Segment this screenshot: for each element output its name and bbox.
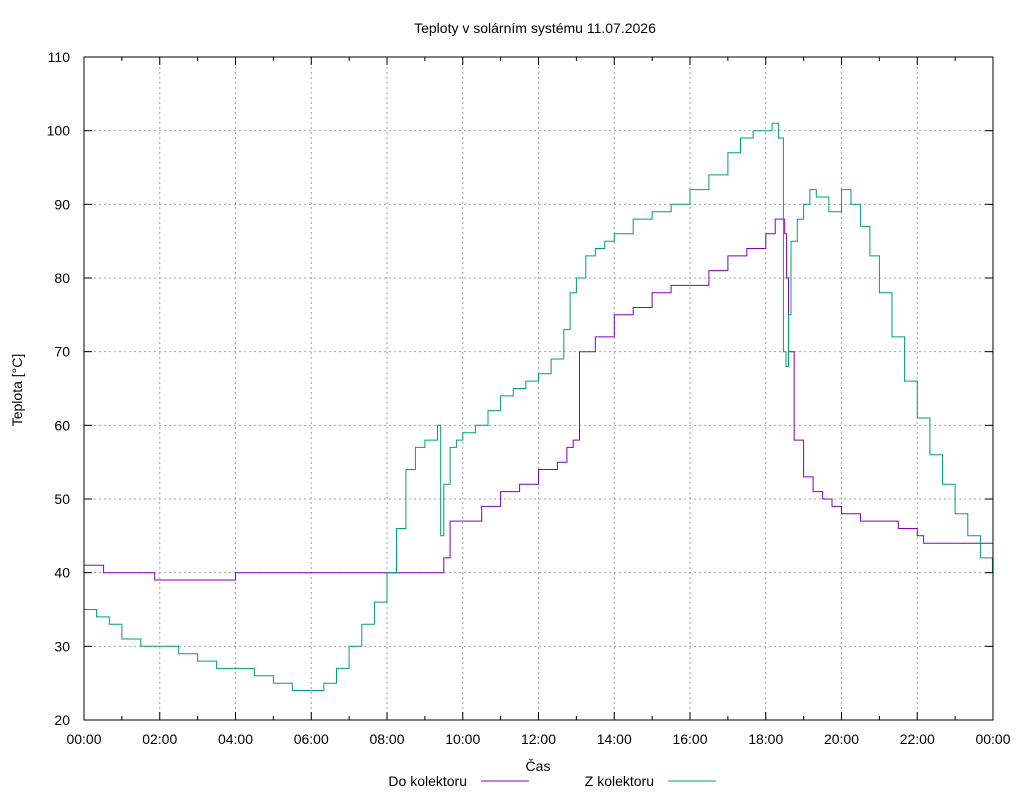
x-tick-label: 10:00 bbox=[445, 731, 480, 747]
tick-layer: 20 30 40 50 60 70 80 90 100 110 00:00 02:00 04:00 06:… bbox=[47, 49, 1011, 747]
y-tick-label: 70 bbox=[54, 344, 70, 360]
x-tick-label: 00:00 bbox=[975, 731, 1010, 747]
legend-label-do-kolektoru: Do kolektoru bbox=[388, 773, 467, 789]
y-tick-label: 30 bbox=[54, 638, 70, 654]
series-line-z-kolektoru bbox=[84, 122, 993, 691]
x-tick-label: 08:00 bbox=[369, 731, 404, 747]
x-axis-label: Čas bbox=[526, 758, 551, 774]
y-tick-label: 50 bbox=[54, 491, 70, 507]
x-tick-label: 16:00 bbox=[672, 731, 707, 747]
x-tick-label: 00:00 bbox=[66, 731, 101, 747]
x-tick-label: 22:00 bbox=[900, 731, 935, 747]
x-tick-label: 04:00 bbox=[218, 731, 253, 747]
legend-label-z-kolektoru: Z kolektoru bbox=[585, 773, 654, 789]
legend: Do kolektoru Z kolektoru bbox=[388, 773, 716, 789]
series-line-do-kolektoru bbox=[84, 218, 993, 581]
y-tick-label: 80 bbox=[54, 270, 70, 286]
x-tick-label: 06:00 bbox=[294, 731, 329, 747]
y-tick-label: 40 bbox=[54, 565, 70, 581]
x-tick-label: 20:00 bbox=[824, 731, 859, 747]
y-tick-label: 20 bbox=[54, 712, 70, 728]
y-tick-label: 100 bbox=[47, 123, 71, 139]
series-layer bbox=[84, 122, 993, 691]
y-axis-label: Teplota [°C] bbox=[9, 354, 25, 427]
grid bbox=[84, 57, 993, 720]
x-tick-label: 14:00 bbox=[597, 731, 632, 747]
y-tick-label: 90 bbox=[54, 196, 70, 212]
x-tick-label: 18:00 bbox=[748, 731, 783, 747]
x-tick-label: 02:00 bbox=[142, 731, 177, 747]
chart-title: Teploty v solárním systému 11.07.2026 bbox=[414, 20, 656, 36]
x-tick-label: 12:00 bbox=[521, 731, 556, 747]
y-tick-label: 60 bbox=[54, 417, 70, 433]
y-tick-label: 110 bbox=[48, 49, 71, 65]
